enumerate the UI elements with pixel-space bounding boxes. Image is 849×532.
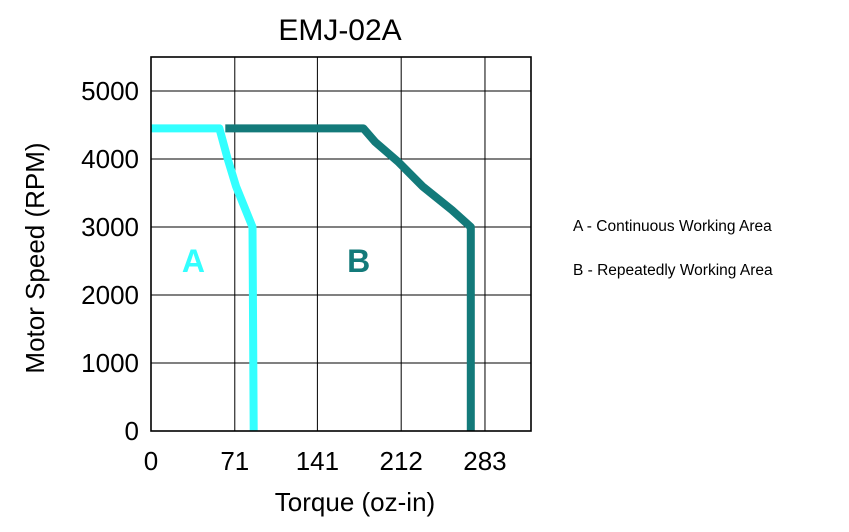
y-tick-label: 3000	[81, 212, 139, 242]
x-tick-label: 141	[296, 446, 339, 476]
y-axis-label: Motor Speed (RPM)	[20, 142, 50, 373]
y-tick-label: 0	[125, 416, 139, 446]
series-lines	[151, 124, 475, 432]
x-tick-labels: 0 71 141 212 283	[144, 446, 507, 476]
x-tick-label: 71	[220, 446, 249, 476]
series-line-b	[225, 124, 475, 431]
x-axis-label: Torque (oz-in)	[275, 487, 435, 517]
chart-title: EMJ-02A	[278, 14, 401, 47]
region-label-b: B	[347, 243, 370, 279]
x-tick-label: 283	[463, 446, 506, 476]
legend-notes: A - Continuous Working Area B - Repeated…	[573, 218, 773, 306]
x-tick-label: 212	[379, 446, 422, 476]
y-tick-label: 2000	[81, 280, 139, 310]
note-repeated-area: B - Repeatedly Working Area	[573, 262, 773, 279]
region-label-a: A	[182, 243, 205, 279]
y-tick-labels: 0 1000 2000 3000 4000 5000	[81, 76, 139, 446]
y-tick-label: 4000	[81, 144, 139, 174]
y-tick-label: 5000	[81, 76, 139, 106]
series-line-a	[151, 124, 258, 432]
x-tick-label: 0	[144, 446, 158, 476]
note-continuous-area: A - Continuous Working Area	[573, 218, 772, 235]
plot-frame	[150, 56, 532, 432]
y-tick-label: 1000	[81, 348, 139, 378]
